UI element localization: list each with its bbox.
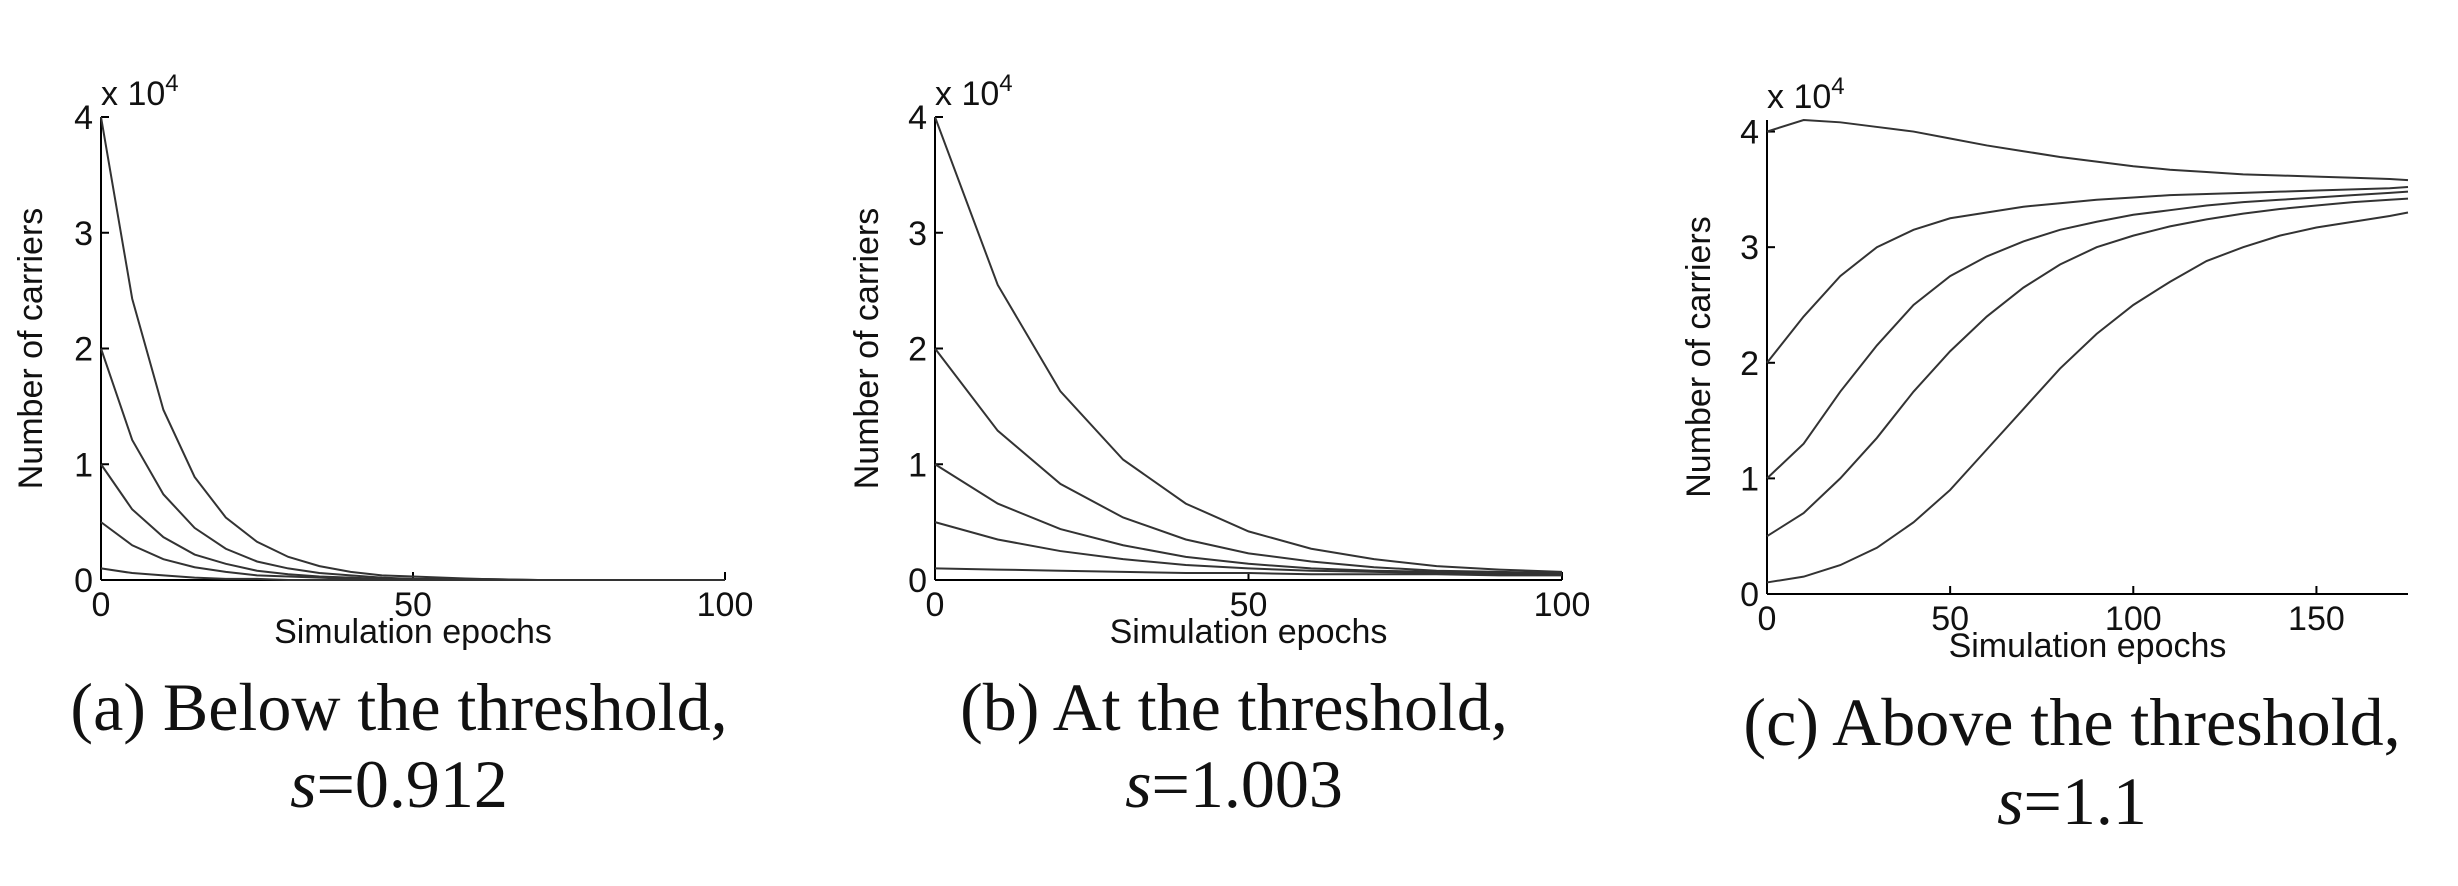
x-axis-label: Simulation epochs (1110, 613, 1388, 651)
caption-line: (a) Below the threshold, (70, 669, 727, 745)
y-tick-label: 2 (908, 331, 927, 369)
caption-line: (c) Above the threshold, (1743, 684, 2400, 760)
x-tick-label: 100 (1534, 586, 1591, 624)
line-series (100, 116, 725, 581)
y-tick-label: 3 (908, 215, 927, 253)
line-series (100, 521, 725, 581)
y-tick-label: 3 (74, 215, 93, 253)
x-tick-label: 0 (926, 586, 945, 624)
x-axis-label: Simulation epochs (1949, 627, 2227, 665)
y-axis-label: Number of carriers (848, 208, 886, 490)
line-series (100, 567, 725, 581)
y-scale-label: x 104 (101, 70, 179, 113)
line-series (1766, 197, 2409, 538)
x-tick-label: 0 (92, 586, 111, 624)
line-series (1766, 118, 2409, 182)
y-tick-label: 2 (74, 331, 93, 369)
caption-symbol: s (1125, 746, 1151, 822)
line-series (934, 463, 1563, 576)
caption-value: =1.1 (2024, 763, 2147, 839)
x-axis-label: Simulation epochs (274, 613, 552, 651)
y-tick-label: 0 (908, 562, 927, 600)
y-tick-label: 4 (908, 99, 927, 137)
y-scale-exponent: 4 (1831, 73, 1844, 100)
x-tick-label: 50 (1931, 600, 1969, 638)
line-series (934, 116, 1563, 573)
y-tick-label: 1 (1740, 460, 1759, 498)
y-scale-exponent: 4 (165, 70, 178, 97)
y-tick-label: 2 (1740, 345, 1759, 383)
caption-symbol: s (1997, 763, 2023, 839)
caption-line: s=0.912 (290, 746, 508, 822)
line-series (100, 348, 725, 581)
line-series (1766, 190, 2409, 480)
y-tick-label: 1 (908, 446, 927, 484)
caption-value: =0.912 (317, 746, 508, 822)
y-tick-label: 4 (1740, 114, 1759, 152)
y-scale-label: x 104 (1767, 73, 1845, 116)
y-tick-label: 4 (74, 99, 93, 137)
x-tick-label: 150 (2288, 600, 2345, 638)
caption-line: s=1.003 (1125, 746, 1343, 822)
x-tick-label: 100 (2105, 600, 2162, 638)
y-scale-base: x 10 (1767, 78, 1831, 116)
line-series (934, 347, 1563, 575)
line-series (100, 463, 725, 581)
y-tick-label: 3 (1740, 229, 1759, 267)
caption-line: s=1.1 (1997, 763, 2147, 839)
y-tick-label: 0 (74, 562, 93, 600)
caption-symbol: s (290, 746, 316, 822)
y-scale-base: x 10 (101, 75, 165, 113)
line-series (934, 521, 1562, 576)
y-tick-label: 0 (1740, 576, 1759, 614)
caption-value: =1.003 (1152, 746, 1343, 822)
y-axis-label: Number of carriers (12, 208, 50, 490)
x-tick-label: 50 (1230, 586, 1268, 624)
x-tick-label: 100 (697, 586, 754, 624)
y-tick-label: 1 (74, 446, 93, 484)
line-series (934, 567, 1562, 577)
x-tick-label: 0 (1758, 600, 1777, 638)
y-scale-base: x 10 (935, 75, 999, 113)
line-series (1766, 186, 2409, 364)
y-scale-exponent: 4 (999, 70, 1012, 97)
y-axis-label: Number of carriers (1680, 216, 1718, 498)
caption-line: (b) At the threshold, (960, 669, 1508, 745)
x-tick-label: 50 (394, 586, 432, 624)
line-series (1766, 211, 2409, 584)
y-scale-label: x 104 (935, 70, 1013, 113)
